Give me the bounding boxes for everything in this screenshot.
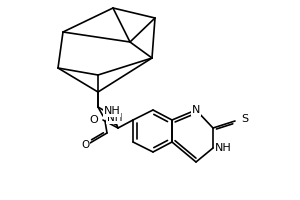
- Text: S: S: [241, 114, 248, 124]
- Text: NH: NH: [215, 143, 232, 153]
- Text: N: N: [192, 105, 200, 115]
- Text: O: O: [81, 140, 89, 150]
- Text: NH: NH: [107, 113, 122, 123]
- Text: NH: NH: [103, 106, 120, 116]
- Text: O: O: [89, 115, 98, 125]
